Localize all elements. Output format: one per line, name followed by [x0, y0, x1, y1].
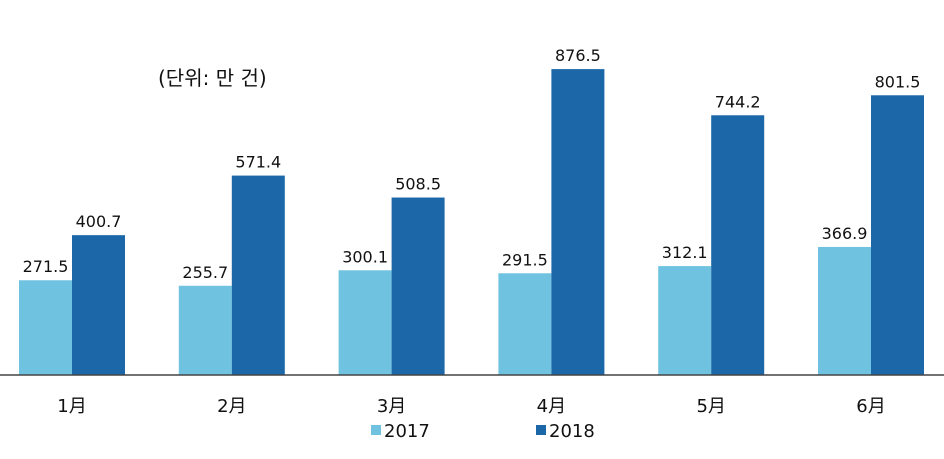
bar-2017-4 — [498, 273, 552, 375]
data-label-2017-2: 255.7 — [182, 263, 228, 282]
x-tick-label-2: 2月 — [217, 396, 246, 417]
data-label-2018-2: 571.4 — [235, 153, 281, 172]
bar-2018-4 — [551, 69, 605, 375]
x-tick-label-4: 4月 — [537, 396, 566, 417]
bar-2018-6 — [871, 95, 924, 376]
x-tick-label-6: 6月 — [856, 396, 885, 417]
legend-swatch-2017 — [371, 425, 381, 435]
data-label-2018-4: 876.5 — [555, 46, 601, 65]
data-label-2018-1: 400.7 — [76, 212, 122, 231]
x-tick-labels-layer: 1月 2月 3月 4月 5月 6月 — [57, 396, 885, 417]
x-tick-label-1: 1月 — [57, 396, 86, 417]
value-labels-layer: 271.5 400.7 255.7 571.4 300.1 508.5 291.5 876.5… — [23, 46, 921, 282]
legend-label-2018: 2018 — [549, 421, 595, 442]
data-label-2017-1: 271.5 — [23, 257, 69, 276]
data-label-2017-3: 300.1 — [342, 247, 388, 266]
x-tick-label-3: 3月 — [377, 396, 406, 417]
data-label-2018-6: 801.5 — [875, 72, 921, 91]
legend-label-2017: 2017 — [384, 421, 430, 442]
data-label-2017-4: 291.5 — [502, 250, 548, 269]
data-label-2017-6: 366.9 — [822, 224, 868, 243]
bar-2018-1 — [72, 235, 125, 375]
legend: 2017 2018 — [371, 421, 595, 442]
x-tick-label-5: 5月 — [696, 396, 725, 417]
bar-2017-5 — [658, 266, 712, 375]
bar-2018-3 — [391, 197, 445, 375]
bar-2017-2 — [178, 285, 232, 375]
bar-2017-3 — [338, 270, 392, 375]
bar-2017-6 — [818, 246, 871, 375]
unit-annotation: (단위: 만 건) — [158, 66, 267, 90]
bar-2018-5 — [711, 115, 765, 375]
legend-swatch-2018 — [536, 425, 546, 435]
data-label-2018-3: 508.5 — [395, 175, 441, 194]
bar-2017-1 — [19, 280, 72, 375]
data-label-2018-5: 744.2 — [715, 92, 761, 111]
data-label-2017-5: 312.1 — [662, 243, 708, 262]
bars-layer — [19, 69, 924, 376]
bar-2018-2 — [231, 175, 285, 375]
